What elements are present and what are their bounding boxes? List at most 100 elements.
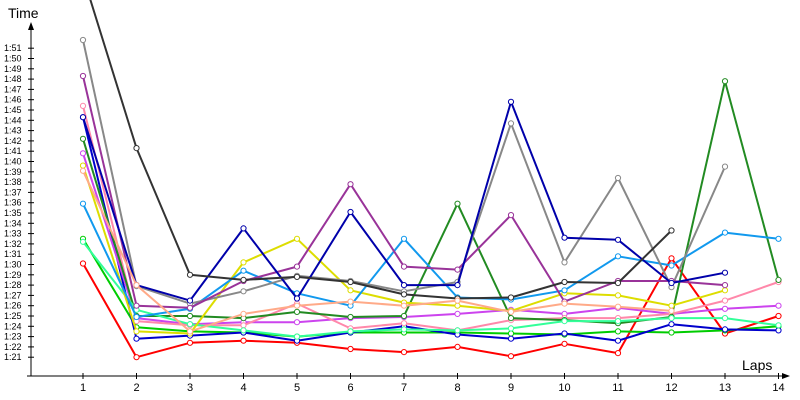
data-point <box>133 354 140 361</box>
x-tick-label: 9 <box>508 382 514 394</box>
data-point <box>133 328 140 335</box>
data-point <box>400 235 408 242</box>
data-point <box>507 353 515 360</box>
y-tick-label: 1:33 <box>4 229 22 239</box>
data-point <box>614 303 622 310</box>
data-point <box>561 300 568 307</box>
data-point <box>721 282 729 289</box>
data-point <box>614 279 622 287</box>
data-point <box>507 330 515 337</box>
data-point <box>293 295 301 302</box>
data-point <box>668 227 675 234</box>
data-point <box>240 276 247 283</box>
series-line <box>89 0 673 300</box>
data-point <box>79 72 87 80</box>
y-tick-label: 1:49 <box>4 64 22 74</box>
data-point <box>507 308 515 315</box>
data-point <box>79 150 87 157</box>
y-axis-title: Time <box>8 5 39 21</box>
data-point <box>79 135 87 142</box>
data-point <box>561 318 568 325</box>
data-point <box>721 315 729 322</box>
y-tick-label: 1:24 <box>4 321 22 331</box>
series-line <box>82 241 779 338</box>
data-point <box>614 350 622 357</box>
data-point <box>561 278 568 286</box>
series-line <box>82 257 779 359</box>
y-tick-label: 1:29 <box>4 270 22 280</box>
data-point <box>721 269 729 276</box>
data-point <box>347 298 354 305</box>
series-12 <box>79 98 729 304</box>
y-tick-label: 1:22 <box>4 342 22 352</box>
data-point <box>721 229 729 236</box>
data-point <box>79 260 87 267</box>
data-point <box>240 337 247 344</box>
data-point <box>293 333 301 340</box>
data-point <box>561 330 568 337</box>
data-point <box>561 234 568 241</box>
data-point <box>240 259 247 266</box>
y-tick-label: 1:39 <box>4 167 22 177</box>
y-tick-label: 1:34 <box>4 218 22 228</box>
x-tick-label: 1 <box>80 382 86 394</box>
y-tick-label: 1:26 <box>4 301 22 311</box>
data-point <box>293 308 301 315</box>
data-point <box>79 238 87 245</box>
x-tick-label: 2 <box>133 382 139 394</box>
data-point <box>668 307 675 314</box>
data-point <box>668 315 675 322</box>
data-point <box>186 271 194 278</box>
x-tick-label: 8 <box>454 382 460 394</box>
data-point <box>454 343 461 350</box>
y-tick-label: 1:25 <box>4 311 22 321</box>
data-point <box>507 98 515 105</box>
y-tick-label: 1:51 <box>4 43 22 53</box>
y-axis-arrow <box>28 22 34 30</box>
data-point <box>347 287 354 294</box>
y-tick-label: 1:36 <box>4 198 22 208</box>
series-7 <box>79 238 782 340</box>
y-tick-label: 1:41 <box>4 146 22 156</box>
data-point <box>454 266 461 273</box>
data-point <box>400 326 408 333</box>
data-point <box>240 322 247 329</box>
data-point <box>775 312 782 320</box>
data-point <box>507 325 515 332</box>
data-point <box>507 212 515 219</box>
data-point <box>186 339 194 346</box>
data-point <box>614 328 622 335</box>
data-point <box>186 312 194 320</box>
y-tick-label: 1:44 <box>4 115 22 125</box>
data-point <box>668 329 675 336</box>
axes: 1:211:221:231:241:251:261:271:281:291:30… <box>4 22 790 394</box>
x-tick-label: 6 <box>347 382 353 394</box>
data-point <box>721 326 729 333</box>
data-point <box>400 291 408 298</box>
y-tick-label: 1:42 <box>4 136 22 146</box>
data-point <box>454 200 461 207</box>
data-point <box>668 255 675 262</box>
data-point <box>454 310 461 317</box>
data-point <box>240 327 247 334</box>
x-tick-label: 10 <box>558 382 570 394</box>
data-point <box>561 287 568 294</box>
data-point <box>293 319 301 326</box>
data-point <box>347 208 354 216</box>
data-point <box>240 288 247 295</box>
x-tick-label: 12 <box>665 382 677 394</box>
data-point <box>79 102 87 110</box>
data-point <box>240 225 247 232</box>
y-tick-label: 1:32 <box>4 239 22 249</box>
y-tick-label: 1:31 <box>4 249 22 259</box>
data-point <box>186 321 194 328</box>
data-point <box>454 327 461 334</box>
x-tick-label: 4 <box>240 382 246 394</box>
y-tick-label: 1:45 <box>4 105 22 115</box>
data-point <box>775 235 782 242</box>
data-point <box>240 310 247 317</box>
data-point <box>79 162 87 169</box>
x-tick-label: 14 <box>772 382 784 394</box>
